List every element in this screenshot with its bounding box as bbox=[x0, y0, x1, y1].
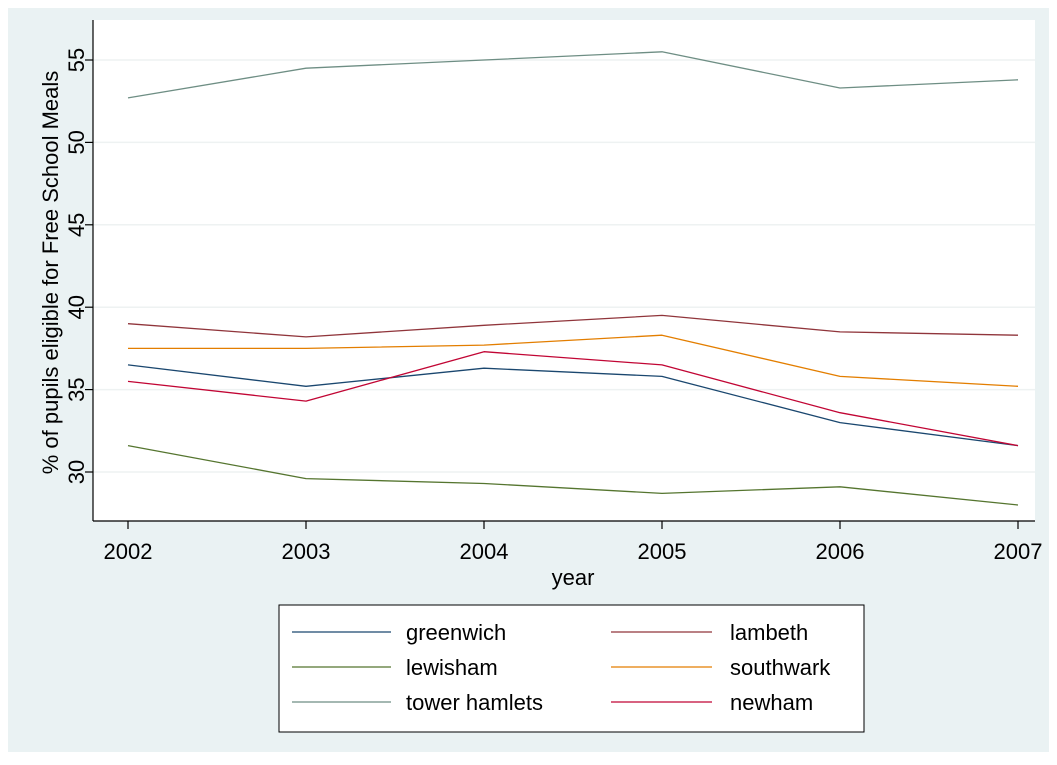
legend-label-greenwich: greenwich bbox=[406, 620, 506, 645]
y-tick-label: 50 bbox=[64, 130, 89, 154]
series-line-southwark bbox=[128, 334, 1019, 387]
series-line-greenwich bbox=[127, 364, 1019, 447]
y-tick-label: 35 bbox=[64, 377, 89, 401]
x-tick-label: 2003 bbox=[282, 539, 331, 564]
grid-lines bbox=[93, 59, 1035, 473]
series-line-tower-hamlets bbox=[127, 51, 1019, 99]
x-tick-label: 2007 bbox=[994, 539, 1043, 564]
y-tick-label: 40 bbox=[64, 295, 89, 319]
y-axis-title: % of pupils eligible for Free School Mea… bbox=[38, 71, 63, 475]
series-line-newham bbox=[127, 351, 1019, 447]
series-line-lambeth bbox=[127, 314, 1019, 338]
legend-label-lambeth: lambeth bbox=[730, 620, 808, 645]
legend-label-newham: newham bbox=[730, 690, 813, 715]
legend-label-lewisham: lewisham bbox=[406, 655, 498, 680]
axes: 30 35 40 45 50 55 2002 2003 2004 2005 2006 2007 bbox=[64, 20, 1042, 564]
legend-label-tower-hamlets: tower hamlets bbox=[406, 690, 543, 715]
legend-label-southwark: southwark bbox=[730, 655, 831, 680]
plot-area bbox=[93, 20, 1035, 521]
legend-box bbox=[278, 604, 865, 733]
y-tick-label: 30 bbox=[64, 460, 89, 484]
y-tick-label: 55 bbox=[64, 48, 89, 72]
x-tick-label: 2004 bbox=[460, 539, 509, 564]
series-line-lewisham bbox=[127, 444, 1019, 506]
x-axis-title: year bbox=[552, 565, 595, 590]
x-tick-label: 2002 bbox=[104, 539, 153, 564]
x-tick-label: 2005 bbox=[638, 539, 687, 564]
series-lines bbox=[127, 51, 1019, 506]
legend: greenwich lambeth lewisham southwark tower h… bbox=[278, 604, 865, 733]
x-tick-label: 2006 bbox=[816, 539, 865, 564]
y-tick-label: 45 bbox=[64, 213, 89, 237]
